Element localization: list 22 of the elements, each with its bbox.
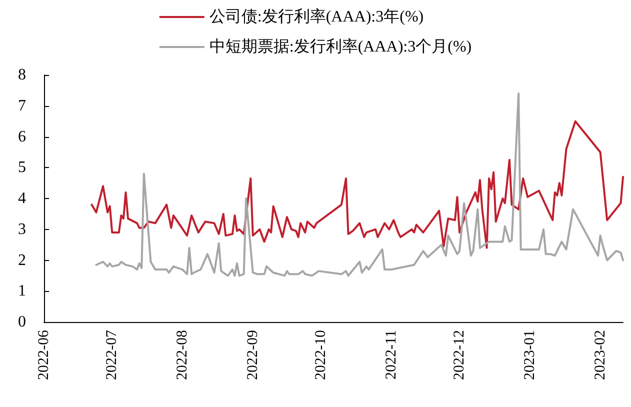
y-tick-label: 0: [18, 314, 26, 330]
y-tick-label: 2: [18, 252, 26, 269]
y-tick-label: 1: [18, 282, 26, 300]
x-tick-label: 2023-02: [592, 330, 608, 380]
x-tick-label: 2022-12: [452, 330, 468, 380]
x-tick-label: 2022-07: [104, 330, 120, 380]
legend-label: 中短期票据:发行利率(AAA):3个月(%): [209, 38, 472, 56]
y-tick-label: 3: [18, 220, 26, 238]
line-series: [95, 92, 624, 277]
x-tick-label: 2022-06: [36, 330, 52, 380]
y-tick-label: 6: [18, 128, 26, 146]
y-tick-label: 4: [18, 190, 26, 207]
y-tick-label: 5: [18, 159, 26, 176]
x-tick-label: 2022-08: [174, 330, 191, 380]
x-tick-label: 2022-11: [383, 330, 400, 380]
legend-label: 公司债:发行利率(AAA):3年(%): [209, 8, 424, 26]
x-tick-label: 2023-01: [522, 330, 538, 380]
x-tick-label: 2022-10: [313, 330, 330, 380]
line-series: [90, 120, 624, 249]
x-tick-label: 2022-09: [244, 330, 261, 380]
y-tick-label: 8: [18, 66, 26, 84]
y-tick-label: 7: [18, 97, 26, 114]
